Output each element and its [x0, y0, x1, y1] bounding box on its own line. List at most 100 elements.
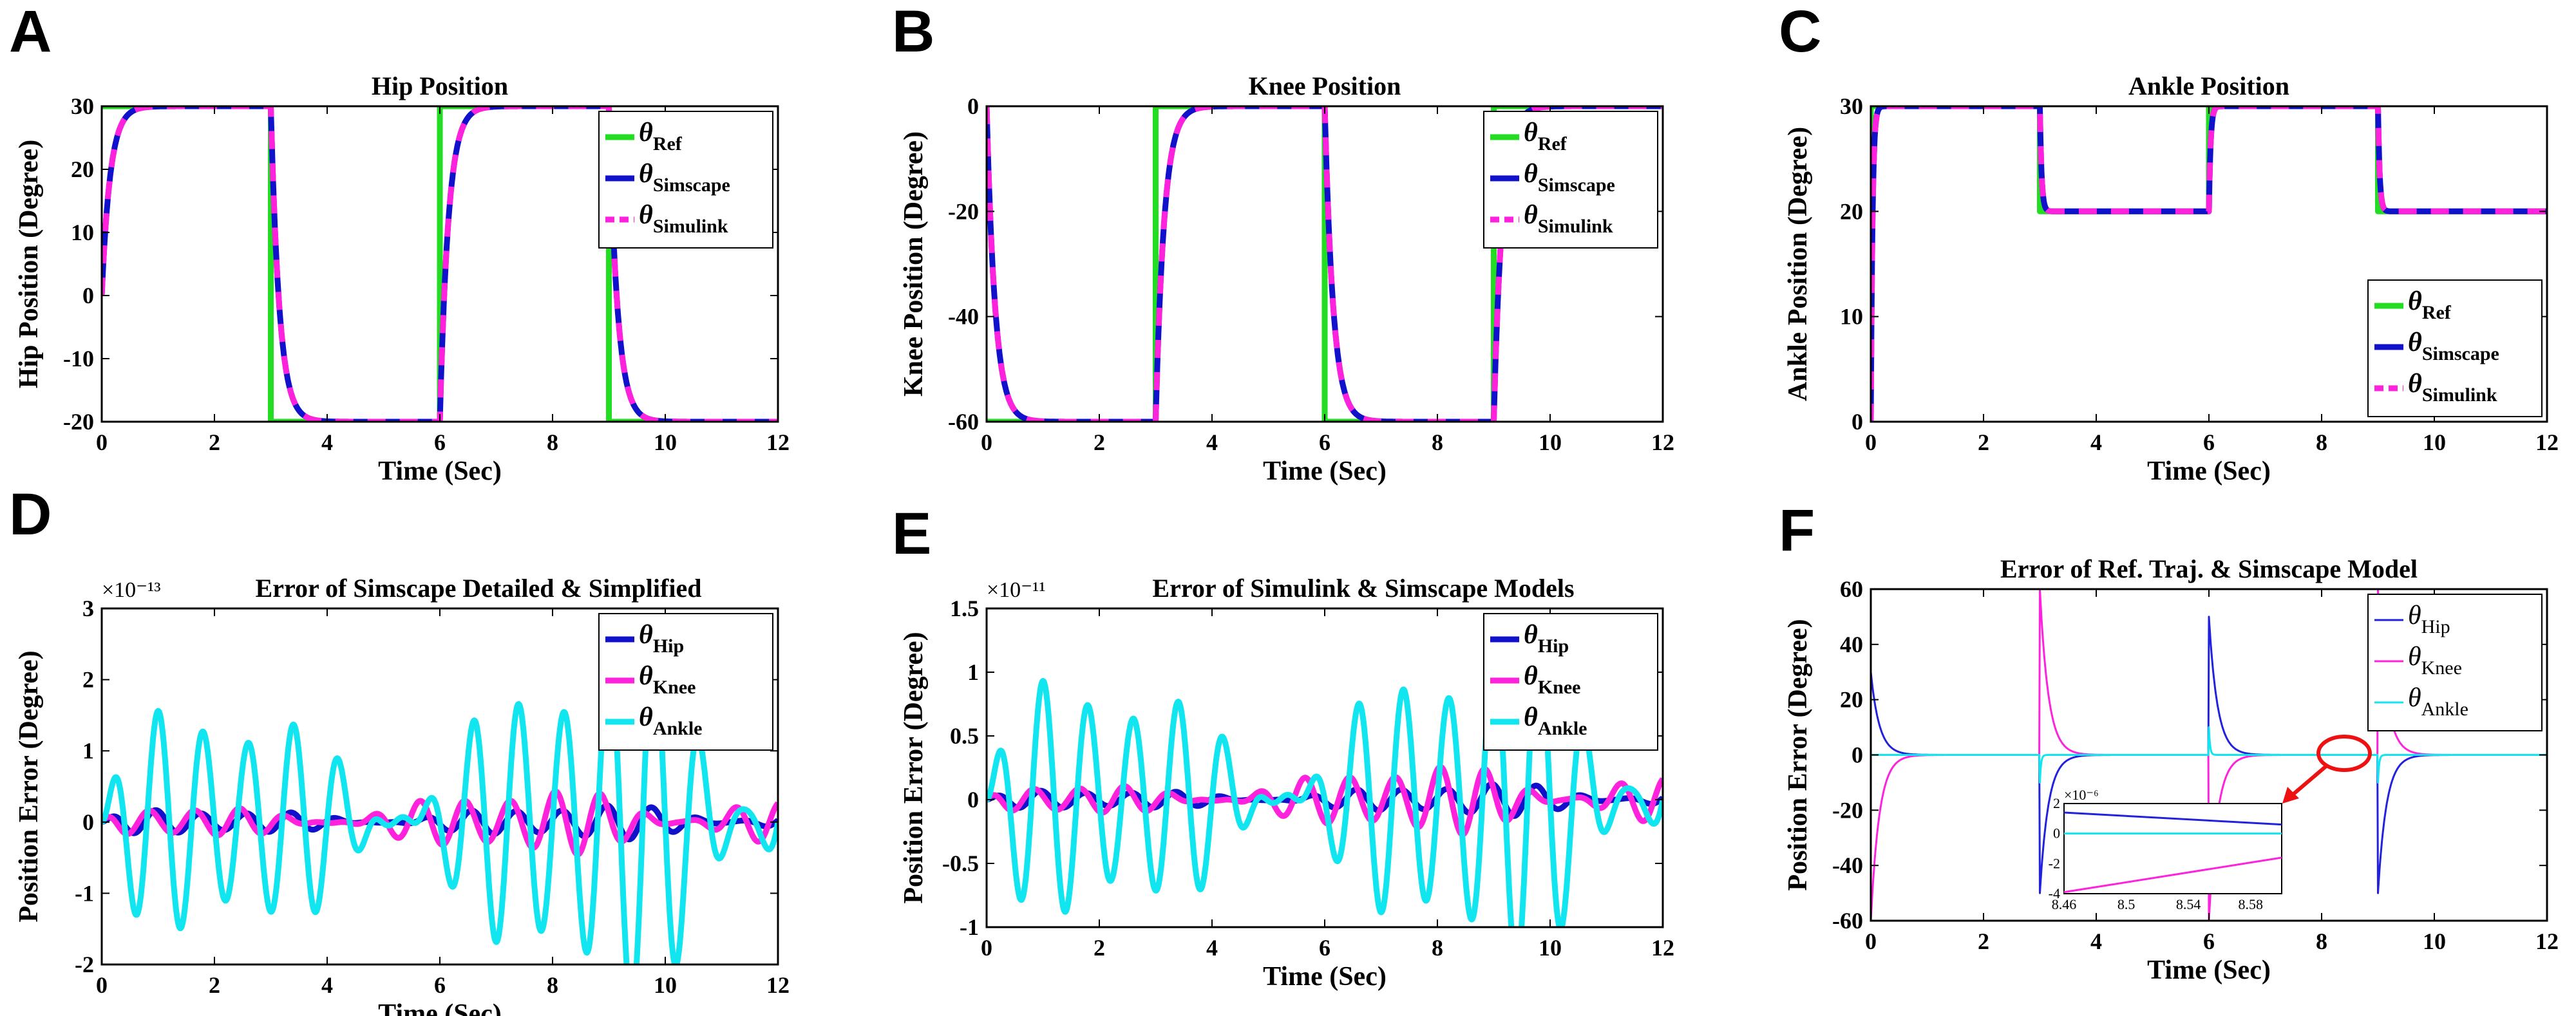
panel-letter: F — [1779, 498, 1815, 563]
x-tick-label: 0 — [1865, 429, 1877, 455]
inset-chart: 8.46 8.5 8.54 8.58 -4 -2 0 2×10⁻⁶ — [2049, 735, 2372, 912]
legend-subscript: Ankle — [653, 718, 703, 739]
y-tick-label: 0 — [967, 93, 979, 119]
series-group — [102, 638, 778, 964]
x-axis-label: Time (Sec) — [2147, 955, 2271, 985]
y-tick-label: -20 — [63, 409, 94, 435]
chart-title: Error of Simscape Detailed & Simplified — [256, 574, 702, 603]
x-tick-label: 12 — [1651, 429, 1674, 455]
x-tick-label: 10 — [654, 972, 677, 998]
x-tick-label: 2 — [1094, 935, 1105, 961]
y-tick-label: 20 — [1840, 198, 1863, 224]
x-tick-label: 0 — [1865, 928, 1877, 954]
y-tick-label: -60 — [1832, 908, 1863, 934]
y-axis-label: Position Error (Degree) — [1783, 619, 1813, 890]
legend-subscript: Simscape — [2422, 343, 2499, 364]
panel-letter: D — [9, 482, 52, 547]
panel-letter: A — [9, 0, 52, 64]
x-tick-label: 6 — [2203, 429, 2215, 455]
legend-subscript: Knee — [1538, 677, 1581, 698]
sci-exponent: ×10⁻¹¹ — [987, 578, 1046, 602]
y-tick-label: 3 — [82, 596, 94, 621]
x-tick-label: 6 — [434, 429, 446, 455]
y-tick-label: 30 — [1840, 93, 1863, 119]
legend-subscript: Ref — [1538, 133, 1567, 155]
y-tick-label: -20 — [948, 198, 979, 224]
x-tick-label: 10 — [1539, 429, 1562, 455]
x-tick-label: 12 — [2535, 429, 2559, 455]
x-tick-label: 2 — [1094, 429, 1105, 455]
y-tick-label: 2 — [82, 667, 94, 693]
y-tick-label: -40 — [948, 304, 979, 330]
x-tick-label: 4 — [321, 429, 333, 455]
y-tick-label: 0 — [82, 283, 94, 308]
x-tick-label: 4 — [2090, 429, 2102, 455]
x-tick-label: 10 — [1539, 935, 1562, 961]
x-tick-label: 8 — [2316, 928, 2327, 954]
inset-x-tick-label: 8.5 — [2117, 896, 2136, 912]
x-tick-label: 8 — [2316, 429, 2327, 455]
y-axis-label: Position Error (Degree) — [14, 650, 44, 922]
legend-subscript: Simulink — [2422, 384, 2497, 406]
inset-y-tick-label: 2 — [2053, 795, 2060, 811]
y-tick-label: -40 — [1832, 852, 1863, 878]
x-tick-label: 2 — [209, 972, 220, 998]
y-tick-label: 1.5 — [950, 596, 979, 621]
y-tick-label: 10 — [71, 220, 94, 245]
y-tick-label: -2 — [75, 952, 94, 977]
chart-panel-b: B Knee Position 0 2 4 6 8 10 12 -60 -40 -20 0 Time (S… — [892, 0, 1674, 486]
y-tick-label: 60 — [1840, 576, 1863, 602]
series-line-ankle — [102, 638, 778, 964]
inset-y-tick-label: -2 — [2049, 855, 2060, 871]
legend-subscript: Hip — [1538, 635, 1569, 657]
inset-x-tick-label: 8.58 — [2238, 896, 2263, 912]
x-axis-label: Time (Sec) — [1263, 456, 1387, 486]
legend-subscript: Simscape — [653, 174, 730, 196]
x-tick-label: 0 — [96, 429, 108, 455]
x-tick-label: 0 — [96, 972, 108, 998]
legend-subscript: Ankle — [2421, 699, 2468, 720]
legend-subscript: Simscape — [1538, 174, 1615, 196]
callout-ellipse — [2316, 735, 2372, 772]
y-tick-label: 0.5 — [950, 723, 979, 749]
x-tick-label: 4 — [2090, 928, 2102, 954]
y-axis-label: Knee Position (Degree) — [899, 131, 929, 397]
y-axis-label: Position Error (Degree) — [899, 632, 929, 903]
y-tick-label: -1 — [960, 914, 979, 940]
chart-title: Knee Position — [1249, 71, 1401, 100]
x-tick-label: 4 — [1206, 935, 1218, 961]
y-tick-label: 20 — [71, 156, 94, 182]
chart-panel-e: E Error of Simulink & Simscape Models ×10⁻… — [892, 501, 1674, 992]
x-axis-label: Time (Sec) — [378, 999, 502, 1016]
y-tick-label: 30 — [71, 93, 94, 119]
chart-title: Error of Simulink & Simscape Models — [1152, 574, 1574, 603]
inset-exponent: ×10⁻⁶ — [2064, 787, 2099, 803]
series-line-ankle — [987, 633, 1663, 927]
y-tick-label: 0 — [1852, 409, 1863, 435]
legend-subscript: Knee — [2421, 657, 2462, 679]
legend-subscript: Hip — [653, 635, 684, 657]
panel-letter: B — [892, 0, 934, 64]
x-tick-label: 0 — [981, 935, 992, 961]
x-tick-label: 12 — [2535, 928, 2559, 954]
x-tick-label: 8 — [1432, 935, 1443, 961]
inset-series-line — [2063, 856, 2282, 894]
x-tick-label: 12 — [766, 429, 790, 455]
series-line-ankle — [1871, 726, 2547, 784]
panel-letter: C — [1779, 0, 1821, 64]
inset-box — [2063, 803, 2282, 894]
chart-panel-a: A Hip Position 0 2 4 6 8 10 12 -20 -10 0 10 20 30 Time … — [9, 0, 790, 486]
x-tick-label: 10 — [2423, 928, 2446, 954]
x-axis-label: Time (Sec) — [1263, 962, 1387, 992]
inset-y-tick-label: 0 — [2053, 825, 2060, 842]
y-tick-label: -1 — [75, 880, 94, 906]
inset-x-tick-label: 8.54 — [2176, 896, 2201, 912]
y-axis-label: Hip Position (Degree) — [14, 140, 44, 389]
